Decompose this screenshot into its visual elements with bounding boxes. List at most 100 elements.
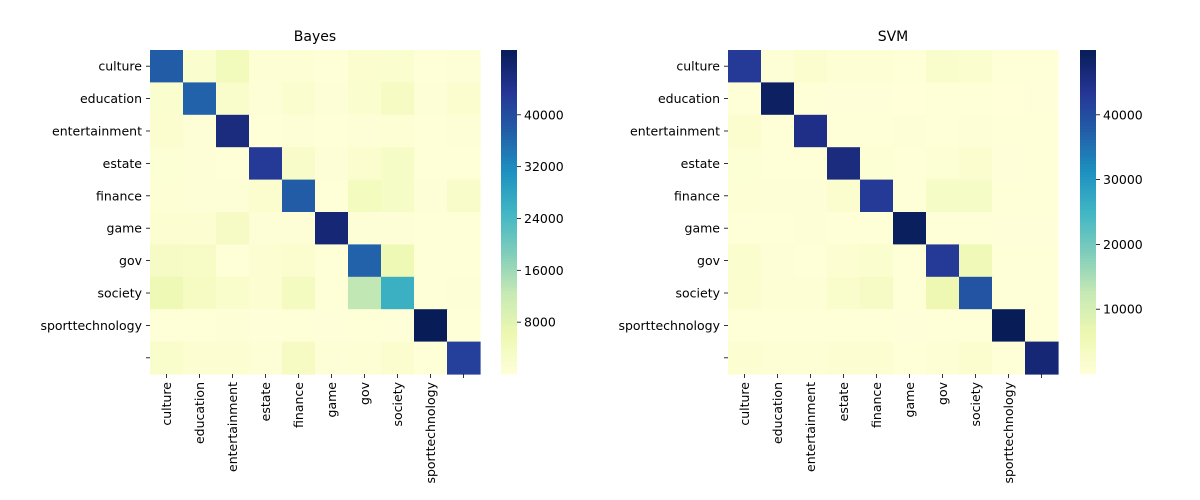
bayes-cell-r9-c9: [447, 341, 481, 375]
svm-colorbar-segment: [1080, 128, 1096, 132]
bayes-colorbar-segment: [501, 82, 517, 86]
svm-colorbar-segment: [1080, 220, 1096, 224]
svm-cell-r3-c3: [827, 147, 861, 181]
svm-colorbar-segment: [1080, 74, 1096, 78]
bayes-colorbar-segment: [501, 131, 517, 135]
svm-colorbar-segment: [1080, 241, 1096, 245]
bayes-xtick-label: entertainment: [225, 382, 240, 472]
svm-cell-r5-c3: [827, 212, 861, 245]
bayes-ytick-label: culture: [98, 59, 142, 74]
bayes-colorbar-segment: [501, 168, 517, 173]
svm-cell-r0-c1: [761, 50, 795, 83]
bayes-colorbar-segment: [501, 136, 517, 140]
bayes-colorbar-segment: [501, 117, 517, 121]
svm-colorbar-segment: [1080, 228, 1096, 232]
svm-cell-r0-c0: [728, 50, 762, 83]
bayes-colorbar-segment: [501, 60, 517, 65]
svm-cell-r4-c3: [827, 179, 861, 213]
bayes-colorbar-segment: [501, 344, 517, 348]
svm-cell-r8-c8: [992, 309, 1026, 343]
svm-colorbar-segment: [1080, 249, 1096, 254]
bayes-cell-r3-c6: [348, 147, 382, 181]
bayes-colorbar-segment: [501, 52, 517, 56]
svm-cell-r2-c7: [959, 114, 993, 148]
bayes-cell-r6-c0: [150, 244, 184, 278]
svm-colorbar-segment: [1080, 371, 1096, 375]
svm-colorbar-segment: [1080, 365, 1096, 370]
svm-xtick-label: sporttechnology: [1001, 381, 1016, 483]
bayes-colorbar-segment: [501, 314, 517, 318]
bayes-cell-r7-c0: [150, 276, 184, 310]
svm-cell-r3-c2: [794, 147, 828, 181]
bayes-colorbar-segment: [501, 112, 517, 116]
svm-cell-r4-c9: [1025, 179, 1059, 213]
svm-colorbar-segment: [1080, 206, 1096, 210]
svm-colorbar-segment: [1080, 282, 1096, 286]
bayes-colorbar-segment: [501, 349, 517, 353]
svm-colorbar-segment: [1080, 252, 1096, 256]
svm-colorbar-segment: [1080, 136, 1096, 140]
svm-colorbar-segment: [1080, 244, 1096, 248]
bayes-cell-r4-c9: [447, 179, 481, 213]
bayes-colorbar-segment: [501, 352, 517, 356]
svm-cell-r3-c1: [761, 147, 795, 181]
svm-colorbar-segment: [1080, 357, 1096, 362]
svm-colorbar-segment: [1080, 317, 1096, 321]
bayes-cell-r2-c3: [249, 114, 283, 148]
bayes-cell-r1-c6: [348, 82, 382, 116]
bayes-cell-r8-c1: [183, 309, 217, 343]
bayes-cell-r5-c1: [183, 212, 217, 245]
bayes-ytick-label: sporttechnology: [40, 318, 142, 333]
svm-colorbar-segment: [1080, 66, 1096, 70]
bayes-colorbar-tick-label: 16000: [524, 263, 564, 278]
svm-colorbar-segment: [1080, 93, 1096, 97]
svm-colorbar-segment: [1080, 160, 1096, 164]
svm-cell-r1-c7: [959, 82, 993, 116]
bayes-cell-r4-c2: [216, 179, 250, 213]
bayes-cell-r7-c6: [348, 276, 382, 310]
svm-colorbar-segment: [1080, 268, 1096, 272]
svm-colorbar-segment: [1080, 68, 1096, 73]
bayes-colorbar-segment: [501, 309, 517, 313]
bayes-colorbar-segment: [501, 93, 517, 97]
svm-cell-r9-c9: [1025, 341, 1059, 375]
bayes-colorbar-segment: [501, 303, 517, 308]
bayes-cell-r4-c1: [183, 179, 217, 213]
svm-cell-r7-c2: [794, 276, 828, 310]
svm-ytick-label: society: [676, 286, 721, 301]
svm-cell-r4-c6: [926, 179, 960, 213]
bayes-colorbar-segment: [501, 268, 517, 272]
bayes-cell-r5-c3: [249, 212, 283, 245]
bayes-colorbar-segment: [501, 266, 517, 270]
svm-colorbar-segment: [1080, 104, 1096, 108]
bayes-colorbar-segment: [501, 209, 517, 213]
bayes-colorbar-segment: [501, 50, 517, 54]
svm-colorbar-segment: [1080, 85, 1096, 89]
bayes-colorbar-segment: [501, 98, 517, 102]
svm-cell-r8-c1: [761, 309, 795, 343]
bayes-colorbar-segment: [501, 95, 517, 100]
bayes-cell-r9-c5: [315, 341, 349, 375]
svm-cell-r7-c9: [1025, 276, 1059, 310]
bayes-cell-r9-c4: [282, 341, 316, 375]
bayes-colorbar-segment: [501, 336, 517, 340]
svm-colorbar-segment: [1080, 260, 1096, 264]
bayes-colorbar-segment: [501, 179, 517, 183]
bayes-cell-r4-c4: [282, 179, 316, 213]
bayes-cell-r8-c9: [447, 309, 481, 343]
svm-colorbar-segment: [1080, 368, 1096, 372]
svm-colorbar-segment: [1080, 214, 1096, 218]
svm-colorbar-segment: [1080, 141, 1096, 146]
bayes-cell-r2-c4: [282, 114, 316, 148]
bayes-cell-r2-c7: [381, 114, 415, 148]
svm-colorbar-segment: [1080, 122, 1096, 127]
svm-cell-r6-c5: [893, 244, 927, 278]
bayes-cell-r1-c7: [381, 82, 415, 116]
bayes-cell-r5-c4: [282, 212, 316, 245]
bayes-colorbar-segment: [501, 101, 517, 105]
svm-colorbar-segment: [1080, 295, 1096, 299]
svm-cell-r2-c3: [827, 114, 861, 148]
svm-colorbar-segment: [1080, 203, 1096, 208]
svm-xtick-label: society: [968, 381, 983, 426]
svm-cell-r2-c2: [794, 114, 828, 148]
